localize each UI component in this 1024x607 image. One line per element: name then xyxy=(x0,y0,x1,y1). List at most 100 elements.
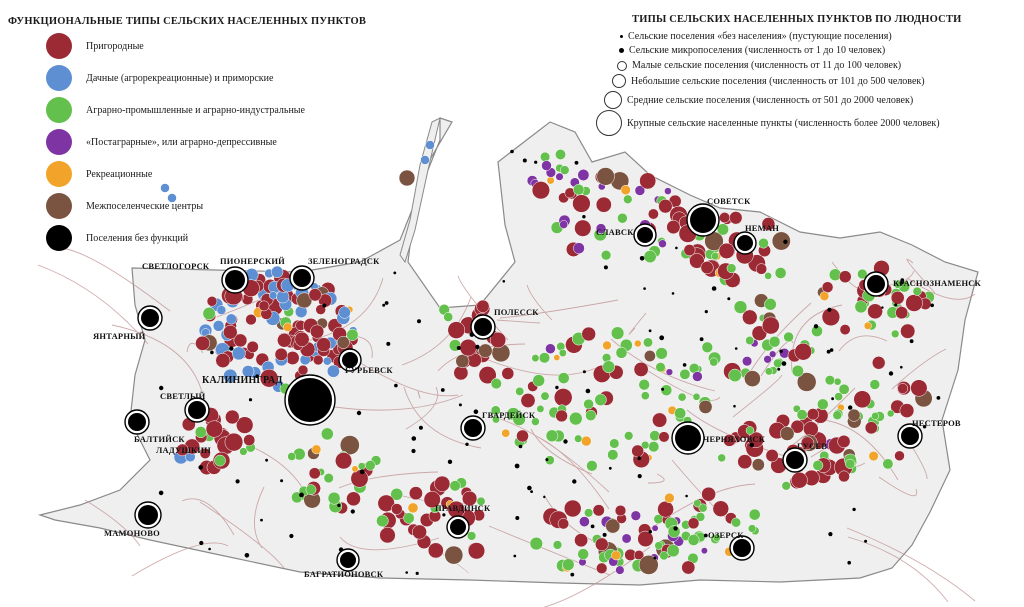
settlement-dot xyxy=(289,533,294,539)
settlement-dot xyxy=(534,160,538,164)
settlement-dot xyxy=(277,333,292,348)
road xyxy=(530,428,593,475)
settlement-dot xyxy=(398,169,416,187)
settlement-dot xyxy=(894,450,905,462)
settlement-dot xyxy=(231,346,246,361)
settlement-dot xyxy=(574,533,589,548)
settlement-dot xyxy=(216,305,227,315)
settlement-dot xyxy=(630,510,641,521)
settlement-dot xyxy=(583,398,594,410)
settlement-dot xyxy=(518,444,523,449)
settlement-dot xyxy=(657,500,674,518)
settlement-dot xyxy=(666,220,681,235)
settlement-dot xyxy=(418,425,423,430)
settlement-dot xyxy=(176,443,189,457)
settlement-dot xyxy=(703,533,708,538)
city-label-gusev: ГУСЕВ xyxy=(797,441,828,451)
settlement-dot xyxy=(573,242,585,255)
settlement-dot xyxy=(377,494,395,512)
settlement-dot xyxy=(323,473,334,484)
settlement-dot xyxy=(838,270,852,284)
settlement-dot xyxy=(569,411,583,426)
functional-legend-item: Аграрно-промышленные и аграрно-индустрал… xyxy=(46,97,305,123)
settlement-dot xyxy=(585,388,591,394)
legend-swatch xyxy=(46,65,72,91)
settlement-dot xyxy=(882,458,894,470)
settlement-dot xyxy=(297,364,309,376)
settlement-dot xyxy=(895,306,909,320)
settlement-dot xyxy=(779,426,795,441)
settlement-dot xyxy=(847,408,861,422)
settlement-dot xyxy=(357,462,366,470)
settlement-dot xyxy=(615,346,628,359)
settlement-dot xyxy=(449,480,461,492)
settlement-dot xyxy=(259,368,279,388)
settlement-dot xyxy=(322,303,327,308)
settlement-dot xyxy=(427,542,444,559)
road xyxy=(405,386,438,430)
city-label-ladushkin: ЛАДУШКИН xyxy=(156,445,211,455)
settlement-dot xyxy=(265,458,268,462)
settlement-dot xyxy=(514,463,520,469)
settlement-dot xyxy=(552,540,563,550)
legend-swatch xyxy=(46,193,72,219)
settlement-dot xyxy=(867,275,885,293)
settlement-dot xyxy=(638,379,650,391)
settlement-dot xyxy=(769,350,777,358)
settlement-dot xyxy=(167,193,177,203)
settlement-dot xyxy=(447,321,466,339)
settlement-dot xyxy=(733,404,736,408)
settlement-dot xyxy=(532,374,545,387)
settlement-dot xyxy=(540,151,551,162)
settlement-dot xyxy=(764,272,772,280)
settlement-dot xyxy=(853,390,872,409)
settlement-dot xyxy=(899,403,915,418)
settlement-dot xyxy=(643,337,653,348)
settlement-dot xyxy=(512,412,526,426)
road xyxy=(838,335,888,352)
settlement-dot xyxy=(653,556,657,560)
settlement-dot xyxy=(522,158,527,163)
settlement-dot xyxy=(346,491,361,507)
settlement-dot xyxy=(594,393,607,406)
road xyxy=(457,275,509,341)
settlement-dot xyxy=(871,412,880,420)
settlement-dot xyxy=(890,290,905,305)
settlement-dot xyxy=(198,465,203,470)
settlement-dot xyxy=(637,227,653,243)
settlement-dot xyxy=(350,469,369,488)
settlement-dot xyxy=(614,504,627,517)
settlement-dot xyxy=(768,335,781,348)
settlement-dot xyxy=(540,391,550,401)
settlement-dot xyxy=(559,165,570,175)
settlement-dot xyxy=(543,495,546,499)
settlement-dot xyxy=(666,544,680,558)
settlement-dot xyxy=(545,343,556,354)
settlement-dot xyxy=(128,413,146,431)
road xyxy=(489,415,610,493)
settlement-dot xyxy=(555,409,568,423)
settlement-dot xyxy=(215,353,231,368)
settlement-dot xyxy=(365,460,376,471)
settlement-dot xyxy=(826,349,831,354)
settlement-dot xyxy=(538,352,551,364)
settlement-dot xyxy=(541,160,552,171)
settlement-dot xyxy=(704,310,708,314)
settlement-dot xyxy=(199,447,211,459)
settlement-dot xyxy=(829,348,834,352)
settlement-dot xyxy=(687,517,700,530)
settlement-dot xyxy=(316,337,332,353)
settlement-dot xyxy=(244,553,250,558)
settlement-dot xyxy=(922,425,927,429)
settlement-dot xyxy=(411,448,416,454)
settlement-dot xyxy=(407,502,419,514)
settlement-dot xyxy=(574,160,579,165)
settlement-dot xyxy=(679,368,691,380)
settlement-dot xyxy=(711,252,720,261)
functional-legend-title: ФУНКЦИОНАЛЬНЫЕ ТИПЫ СЕЛЬСКИХ НАСЕЛЕННЫХ … xyxy=(8,16,367,27)
settlement-dot xyxy=(910,379,928,397)
city-label-yantarny: ЯНТАРНЫЙ xyxy=(93,331,146,341)
settlement-dot xyxy=(687,534,700,546)
settlement-dot xyxy=(897,383,909,394)
settlement-dot xyxy=(555,149,566,160)
